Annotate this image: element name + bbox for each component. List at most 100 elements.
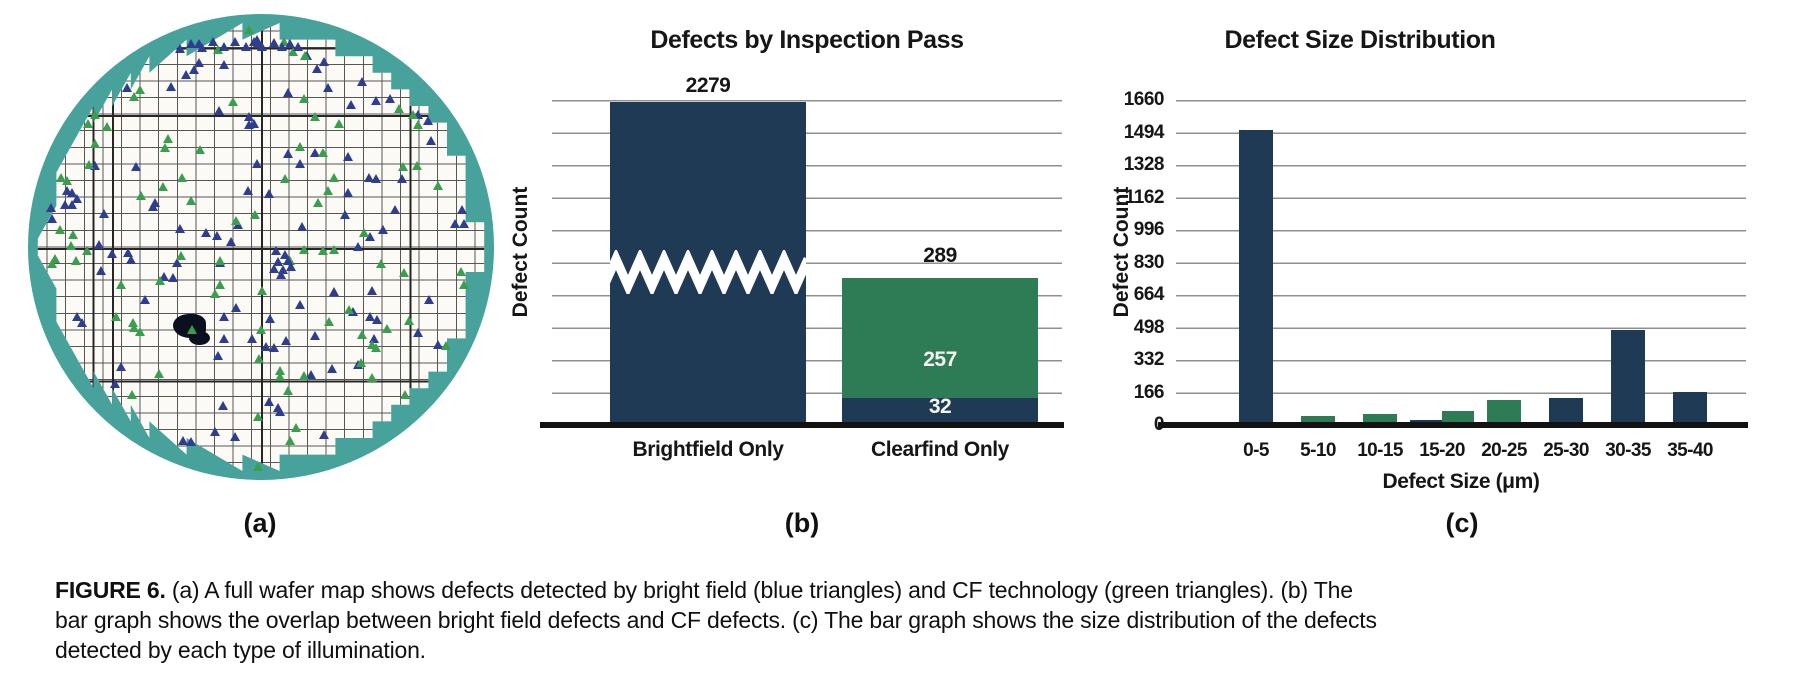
defect-triangle (312, 64, 322, 73)
defect-triangle (66, 200, 77, 209)
defect-triangle (440, 341, 451, 351)
defect-triangle (110, 378, 121, 388)
defect-triangle (249, 37, 259, 46)
defect-triangle (230, 37, 240, 46)
defect-triangle (394, 104, 405, 114)
defect-triangle (323, 186, 333, 195)
defect-triangle (310, 147, 321, 157)
defect-triangle (298, 245, 309, 255)
defect-triangle (268, 342, 279, 352)
caption-line-3: detected by each type of illumination. (55, 637, 426, 663)
defect-triangle (171, 257, 182, 267)
defect-triangle (280, 174, 291, 184)
caption-line-1: FIGURE 6. (a) A full wafer map shows def… (55, 577, 1353, 603)
defect-triangle (81, 246, 92, 256)
defect-triangle (59, 199, 70, 209)
defect-triangle (364, 312, 375, 322)
defect-triangle (134, 326, 145, 336)
y-tick-1162: 1162 (1124, 186, 1165, 208)
defect-triangle (243, 119, 254, 129)
y-tick-166: 166 (1133, 381, 1165, 403)
defect-triangle (283, 256, 293, 265)
defect-triangle (256, 325, 267, 335)
defect-triangle (367, 373, 378, 383)
defect-triangle (398, 268, 409, 278)
defect-triangle (66, 187, 77, 197)
defect-triangle (160, 142, 171, 152)
defect-triangle (396, 174, 407, 184)
defect-triangle (273, 257, 283, 266)
defect-triangle (128, 318, 139, 328)
defect-triangle (154, 275, 165, 285)
defect-triangle (181, 70, 191, 79)
defect-triangle (285, 436, 295, 445)
defect-triangle (368, 333, 379, 343)
defect-triangle (366, 285, 377, 295)
defect-triangle (175, 44, 185, 53)
defect-triangle (334, 119, 345, 129)
defect-triangle (219, 60, 230, 69)
defect-triangle (449, 218, 460, 228)
defect-triangle (217, 400, 228, 410)
defect-triangle (403, 315, 414, 325)
defect-triangle (412, 327, 423, 337)
defect-triangle (306, 370, 317, 380)
bar-15-20-clearfind (1442, 411, 1474, 425)
y-tick-1494: 1494 (1123, 121, 1165, 143)
defect-triangle (298, 371, 309, 381)
defect-triangle (177, 172, 188, 182)
defect-triangle (352, 241, 363, 251)
defect-triangle (197, 43, 207, 52)
defect-triangle (46, 202, 57, 212)
value-label-2279: 2279 (685, 74, 731, 97)
defect-triangle (231, 216, 241, 225)
defect-triangle (358, 227, 369, 237)
y-tick-664: 664 (1133, 284, 1165, 305)
defect-triangle (110, 311, 121, 321)
defect-triangle (136, 190, 147, 200)
defect-triangle (186, 39, 196, 48)
panel-label-b: (b) (784, 508, 820, 538)
defect-triangle (385, 94, 395, 103)
defect-triangle (269, 38, 279, 47)
figure-caption: FIGURE 6. (a) A full wafer map shows def… (55, 575, 1377, 665)
y-tick-996: 996 (1133, 219, 1165, 240)
defect-triangle (186, 437, 197, 447)
defect-triangle (324, 316, 335, 326)
defect-triangle (272, 403, 283, 413)
defect-triangle (66, 241, 77, 251)
defect-triangle (247, 334, 258, 344)
defect-triangle (131, 161, 142, 171)
y-tick-498: 498 (1133, 316, 1165, 338)
defect-triangle (340, 209, 351, 219)
defect-triangle (243, 111, 254, 121)
defect-triangle (46, 213, 57, 223)
defect-triangle (107, 248, 118, 258)
bar-5-10-clearfind (1301, 416, 1335, 425)
defect-triangle (194, 145, 205, 155)
defect-triangle (310, 111, 321, 121)
defect-triangle (343, 188, 354, 198)
defect-triangle (355, 357, 366, 367)
defect-triangle (209, 289, 220, 299)
value-label-32: 32 (928, 395, 952, 418)
defect-triangle (115, 279, 126, 289)
defect-triangle (218, 334, 229, 344)
defect-triangle (253, 462, 263, 471)
defect-triangle (178, 435, 189, 445)
defect-triangle (263, 189, 274, 199)
defect-triangle (399, 390, 410, 400)
defect-triangle (327, 364, 338, 374)
bar-clearfind-navy-segment (842, 398, 1038, 422)
defect-triangle (194, 58, 204, 67)
defect-triangle (189, 65, 200, 75)
defect-triangle (364, 173, 375, 183)
defect-triangle (265, 314, 276, 324)
chart-b-x-axis (540, 422, 1064, 428)
defect-triangle (148, 201, 159, 211)
caption-figure-label: FIGURE 6. (55, 577, 166, 603)
defect-triangle (76, 318, 87, 328)
defect-triangle (72, 311, 83, 321)
panel-label-c: (c) (1445, 508, 1479, 538)
defect-triangle (276, 270, 287, 280)
